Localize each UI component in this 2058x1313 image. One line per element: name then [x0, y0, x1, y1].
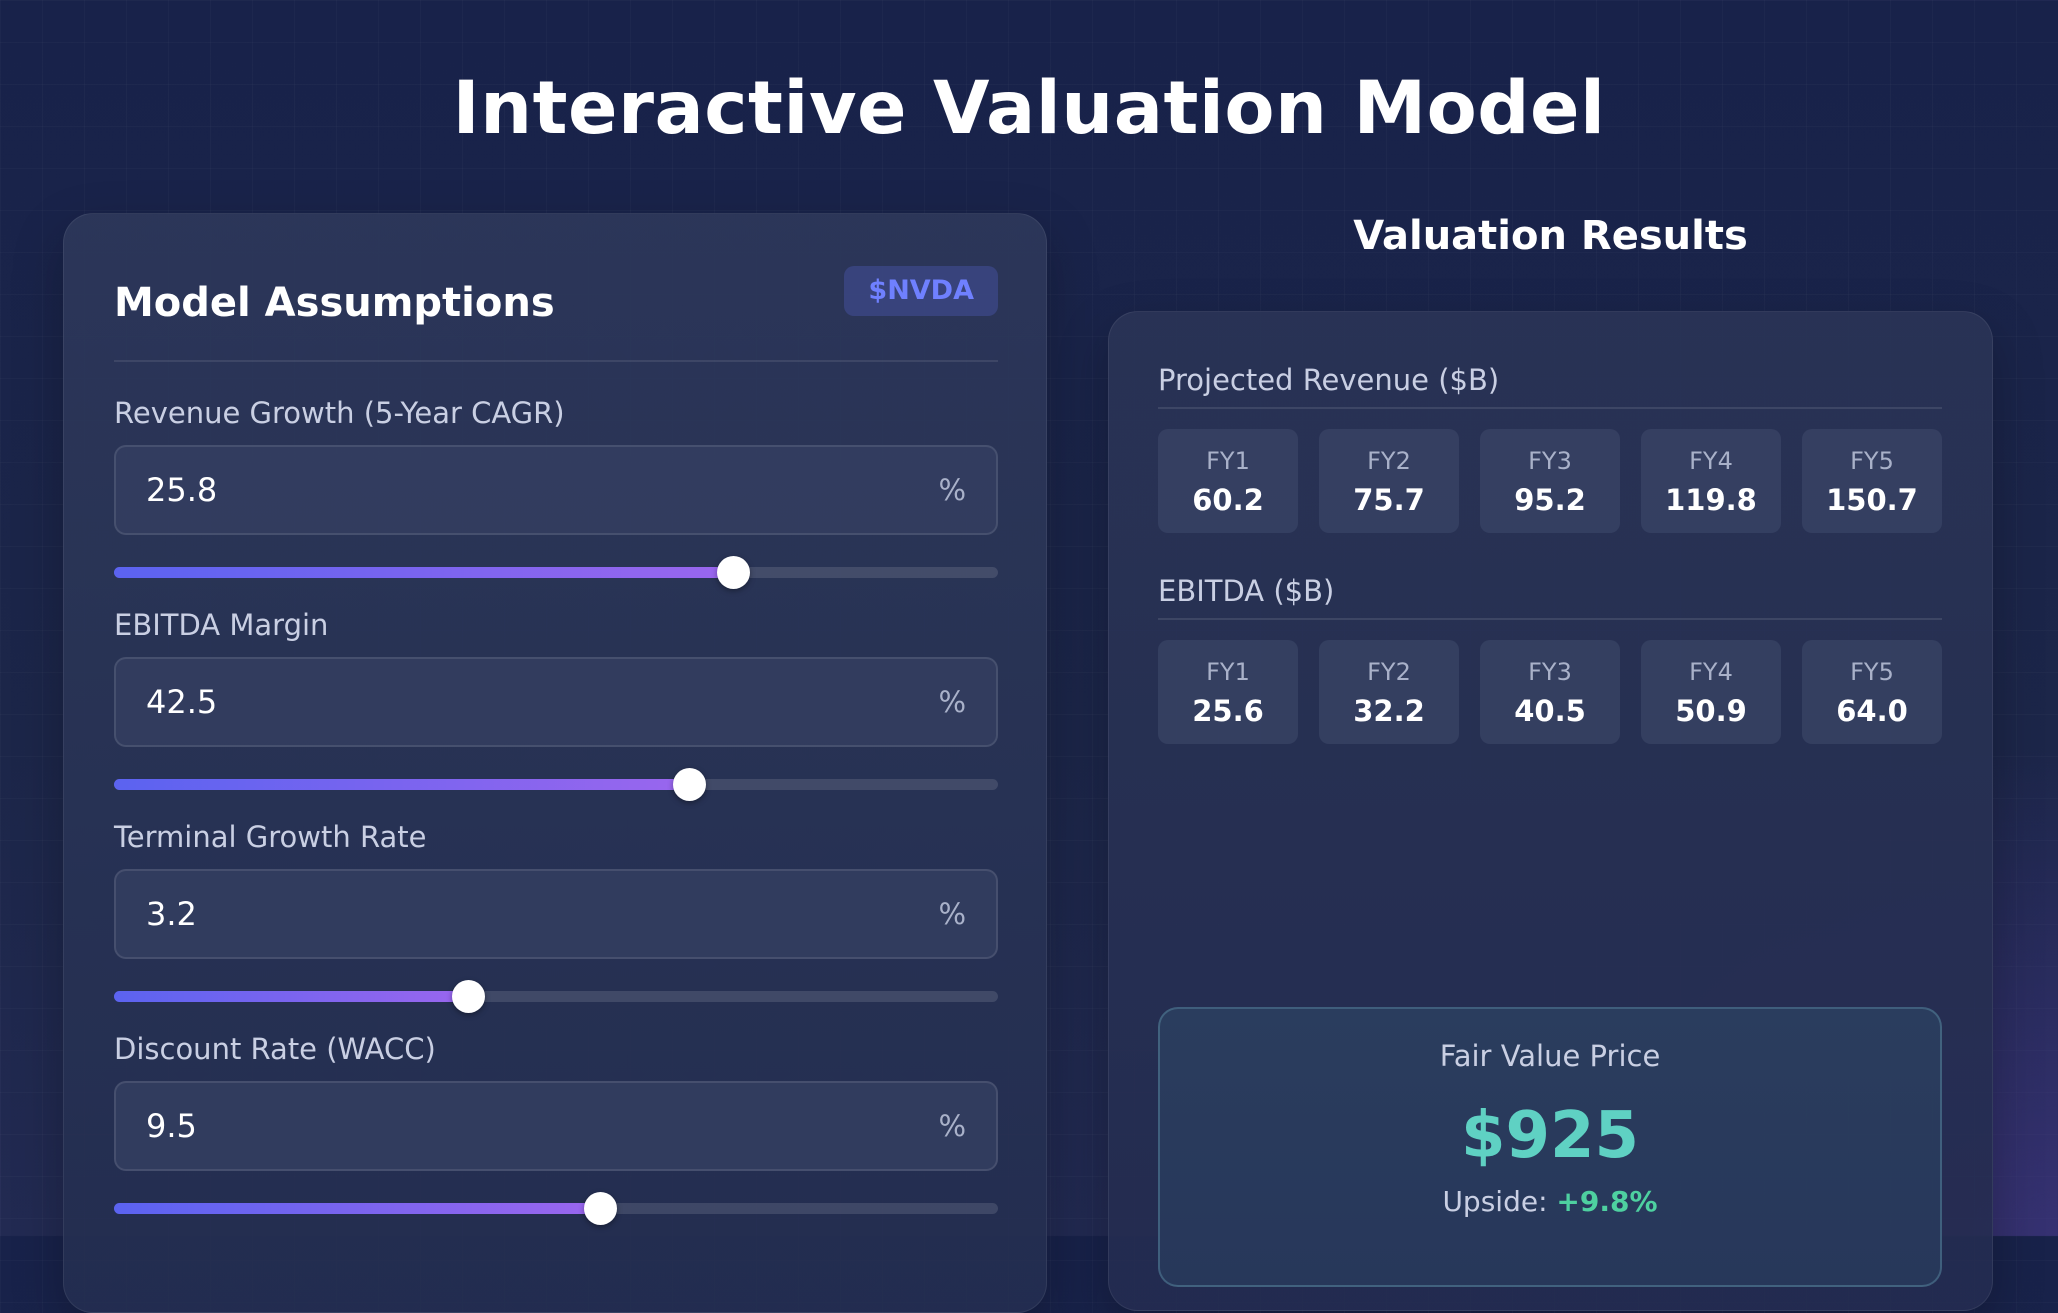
slider-thumb[interactable] [584, 1192, 618, 1225]
year-label: FY5 [1850, 447, 1894, 475]
revenue-card-fy2: FY2 75.7 [1319, 429, 1459, 533]
discount-rate-slider[interactable] [114, 1192, 998, 1225]
slider-fill [114, 1203, 601, 1214]
results-panel: Projected Revenue ($B) FY1 60.2 FY2 75.7… [1108, 311, 1993, 1311]
ebitda-margin-field: EBITDA Margin 42.5 % [114, 608, 998, 820]
revenue-year-row: FY1 60.2 FY2 75.7 FY3 95.2 FY4 119.8 FY5… [1158, 429, 1942, 533]
revenue-card-fy5: FY5 150.7 [1802, 429, 1942, 533]
upside-line: Upside: +9.8% [1160, 1185, 1940, 1218]
percent-unit: % [938, 897, 966, 931]
terminal-growth-value: 3.2 [146, 895, 197, 933]
ticker-badge: $NVDA [844, 266, 998, 316]
year-label: FY5 [1850, 658, 1894, 686]
year-value: 119.8 [1665, 483, 1757, 517]
year-label: FY2 [1367, 447, 1411, 475]
discount-rate-field: Discount Rate (WACC) 9.5 % [114, 1032, 998, 1244]
revenue-card-fy1: FY1 60.2 [1158, 429, 1298, 533]
revenue-growth-label: Revenue Growth (5-Year CAGR) [114, 396, 565, 430]
year-value: 40.5 [1514, 694, 1586, 728]
assumptions-panel: Model Assumptions $NVDA Revenue Growth (… [63, 213, 1047, 1313]
ebitda-card-fy2: FY2 32.2 [1319, 640, 1459, 744]
fair-value-box: Fair Value Price $925 Upside: +9.8% [1158, 1007, 1942, 1287]
ebitda-card-fy1: FY1 25.6 [1158, 640, 1298, 744]
ebitda-margin-slider[interactable] [114, 768, 998, 801]
slider-thumb[interactable] [451, 980, 485, 1013]
terminal-growth-label: Terminal Growth Rate [114, 820, 427, 854]
percent-unit: % [938, 685, 966, 719]
ebitda-card-fy4: FY4 50.9 [1641, 640, 1781, 744]
year-label: FY1 [1206, 658, 1250, 686]
ebitda-section-title: EBITDA ($B) [1158, 574, 1335, 608]
fair-value-price: $925 [1460, 1099, 1640, 1173]
revenue-growth-value: 25.8 [146, 471, 218, 509]
percent-unit: % [938, 1109, 966, 1143]
percent-unit: % [938, 473, 966, 507]
ebitda-card-fy3: FY3 40.5 [1480, 640, 1620, 744]
ebitda-year-row: FY1 25.6 FY2 32.2 FY3 40.5 FY4 50.9 FY5 … [1158, 640, 1942, 744]
year-label: FY2 [1367, 658, 1411, 686]
ebitda-card-fy5: FY5 64.0 [1802, 640, 1942, 744]
ebitda-section-header: EBITDA ($B) [1158, 572, 1942, 620]
discount-rate-label: Discount Rate (WACC) [114, 1032, 436, 1066]
year-value: 95.2 [1514, 483, 1586, 517]
terminal-growth-slider[interactable] [114, 980, 998, 1013]
year-label: FY1 [1206, 447, 1250, 475]
year-label: FY4 [1689, 447, 1733, 475]
revenue-section-title: Projected Revenue ($B) [1158, 363, 1500, 397]
revenue-card-fy3: FY3 95.2 [1480, 429, 1620, 533]
terminal-growth-field: Terminal Growth Rate 3.2 % [114, 820, 998, 1032]
year-value: 60.2 [1192, 483, 1264, 517]
discount-rate-value: 9.5 [146, 1107, 197, 1145]
revenue-card-fy4: FY4 119.8 [1641, 429, 1781, 533]
year-value: 75.7 [1353, 483, 1425, 517]
year-label: FY3 [1528, 447, 1572, 475]
upside-label: Upside: [1442, 1185, 1548, 1218]
upside-value: +9.8% [1556, 1185, 1658, 1218]
revenue-growth-input[interactable]: 25.8 % [114, 445, 998, 535]
assumptions-header: Model Assumptions $NVDA [114, 264, 998, 362]
year-value: 150.7 [1826, 483, 1918, 517]
year-value: 25.6 [1192, 694, 1264, 728]
year-label: FY3 [1528, 658, 1572, 686]
year-value: 50.9 [1675, 694, 1747, 728]
assumptions-title: Model Assumptions [114, 280, 555, 326]
revenue-growth-field: Revenue Growth (5-Year CAGR) 25.8 % [114, 396, 998, 608]
revenue-growth-slider[interactable] [114, 556, 998, 589]
slider-thumb[interactable] [716, 556, 750, 589]
year-label: FY4 [1689, 658, 1733, 686]
ebitda-margin-label: EBITDA Margin [114, 608, 329, 642]
slider-fill [114, 991, 468, 1002]
ebitda-margin-input[interactable]: 42.5 % [114, 657, 998, 747]
year-value: 32.2 [1353, 694, 1425, 728]
slider-thumb[interactable] [672, 768, 706, 801]
year-value: 64.0 [1836, 694, 1908, 728]
ebitda-margin-value: 42.5 [146, 683, 218, 721]
fair-value-label: Fair Value Price [1439, 1039, 1661, 1073]
page-title: Interactive Valuation Model [452, 66, 1606, 151]
terminal-growth-input[interactable]: 3.2 % [114, 869, 998, 959]
results-title: Valuation Results [1353, 213, 1748, 259]
revenue-section-header: Projected Revenue ($B) [1158, 361, 1942, 409]
slider-fill [114, 779, 689, 790]
discount-rate-input[interactable]: 9.5 % [114, 1081, 998, 1171]
slider-fill [114, 567, 733, 578]
